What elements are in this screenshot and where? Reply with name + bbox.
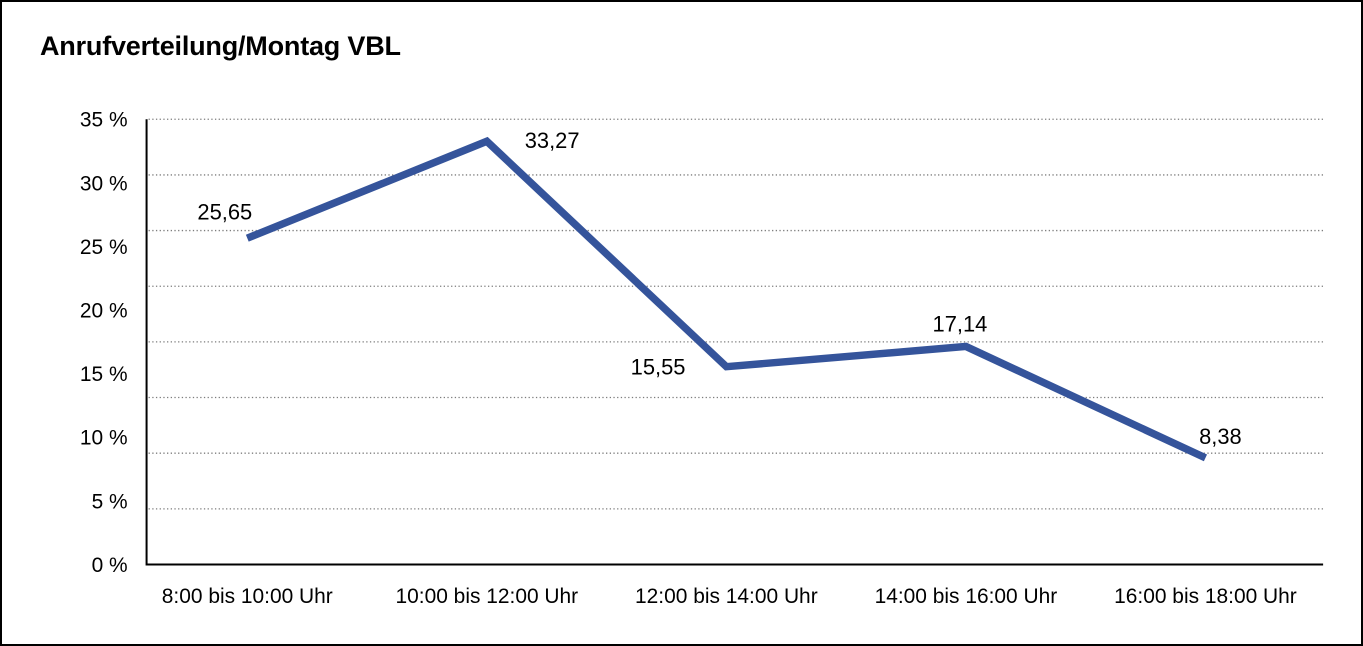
value-label: 33,27: [525, 128, 580, 153]
axis-lines: [145, 119, 1324, 566]
value-label: 15,55: [631, 355, 686, 380]
value-label: 8,38: [1199, 424, 1242, 449]
y-tick-label: 20 %: [80, 300, 128, 323]
value-label: 17,14: [933, 312, 988, 337]
y-tick-label: 30 %: [80, 172, 128, 195]
x-tick-label: 8:00 bis 10:00 Uhr: [162, 585, 333, 608]
series-line: [245, 136, 1208, 462]
x-tick-label: 10:00 bis 12:00 Uhr: [396, 585, 579, 608]
y-tick-label: 35 %: [80, 109, 128, 132]
chart-title: Anrufverteilung/Montag VBL: [40, 31, 401, 61]
y-tick-label: 5 %: [92, 490, 128, 513]
x-tick-label: 14:00 bis 16:00 Uhr: [875, 585, 1058, 608]
x-tick-label: 16:00 bis 18:00 Uhr: [1114, 585, 1297, 608]
value-label: 25,65: [197, 199, 252, 224]
y-tick-label: 15 %: [80, 363, 128, 386]
y-tick-label: 25 %: [80, 236, 128, 259]
y-tick-label: 0 %: [92, 554, 128, 577]
y-tick-label: 10 %: [80, 427, 128, 450]
x-tick-label: 12:00 bis 14:00 Uhr: [635, 585, 818, 608]
